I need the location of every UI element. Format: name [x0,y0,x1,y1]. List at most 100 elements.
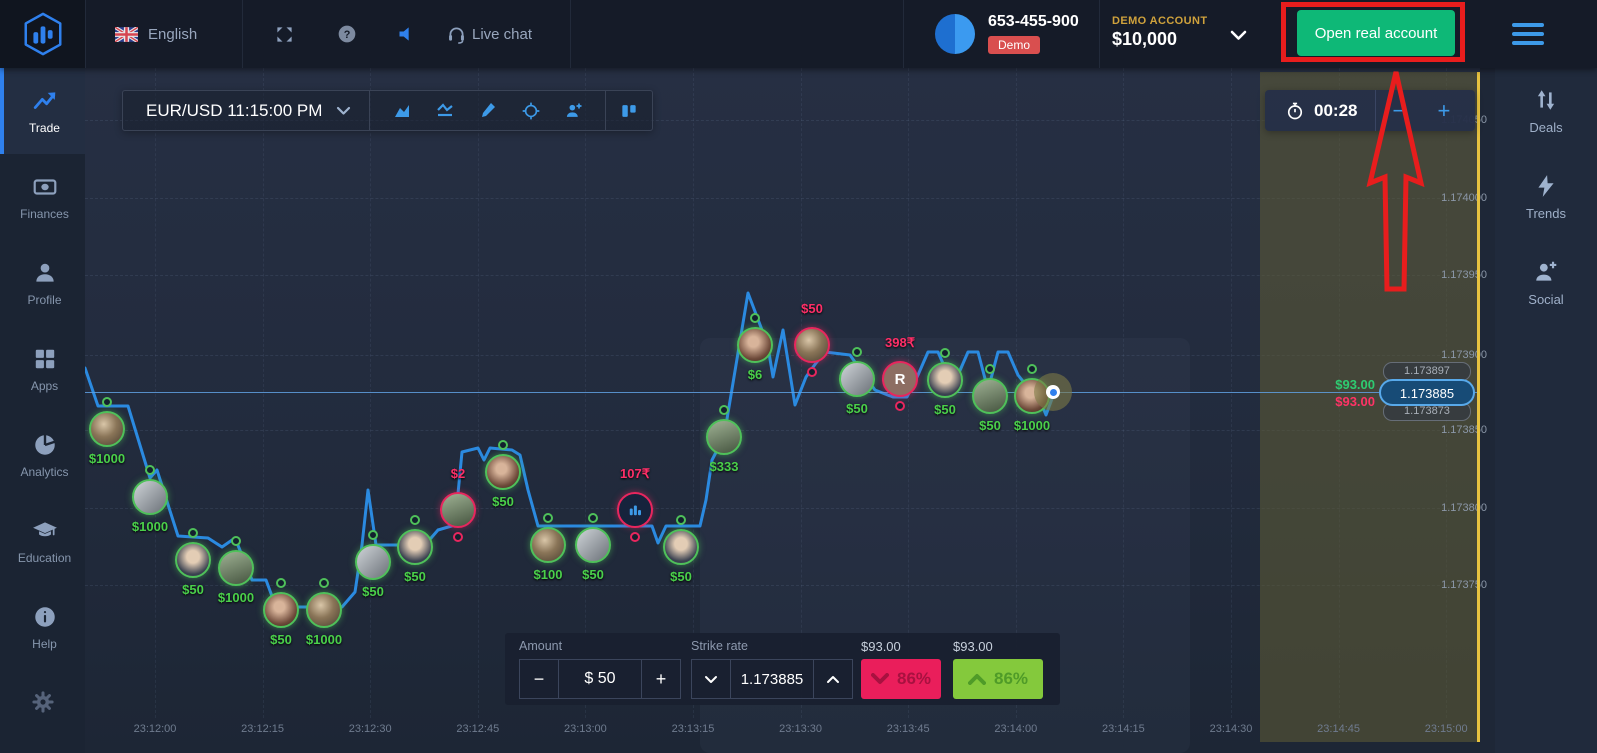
trade-pin-icon [750,313,760,323]
trader-marker[interactable]: $50 [972,364,1008,433]
sidebar-item-trade[interactable]: Trade [0,68,85,154]
price-axis-label: 1.173750 [1441,579,1487,591]
sidebar-item-social[interactable]: Social [1495,240,1597,326]
chart-type-icon[interactable] [380,91,423,130]
settings-button[interactable] [0,670,85,734]
trader-marker[interactable]: $1000 [89,397,125,466]
chart-tools [370,91,607,130]
right-sidebar: Deals Trends Social [1495,68,1597,753]
trade-amount-label: $50 [492,494,514,509]
trader-marker[interactable]: $50 [485,440,521,509]
top-bar: English ? Live chat 653-455-900 Demo DEM… [0,0,1597,68]
trader-marker[interactable]: R 398₹ [882,335,918,411]
trader-marker[interactable]: $50 [839,347,875,416]
strike-decrease-button[interactable] [691,659,731,699]
sidebar-item-finances[interactable]: Finances [0,154,85,240]
amount-value[interactable]: $ 50 [559,659,641,699]
trade-amount-label: $50 [270,632,292,647]
gridline [85,430,1495,431]
trade-pin-icon [231,536,241,546]
indicators-icon[interactable] [423,91,466,130]
menu-icon[interactable] [1512,23,1544,45]
brand-logo[interactable] [0,0,85,68]
asset-selector[interactable]: EUR/USD 11:15:00 PM [123,91,371,130]
trader-marker[interactable]: $50 [794,301,830,377]
open-real-account-button[interactable]: Open real account [1297,10,1455,56]
trade-amount-label: $2 [450,466,466,481]
profile-icon [32,260,58,286]
trader-marker[interactable]: $50 [575,513,611,582]
trends-icon [1533,173,1559,199]
timer-increase-button[interactable]: + [1437,97,1451,123]
trader-marker[interactable]: $1000 [306,578,342,647]
trader-marker[interactable]: $50 [397,515,433,584]
trader-marker[interactable]: $6 [737,313,773,382]
trade-pin-icon [1027,364,1037,374]
trader-avatar [839,361,875,397]
expiration-timer: 00:28 − + [1265,90,1475,131]
stopwatch-icon [1285,101,1305,121]
trader-marker[interactable]: $2 [440,466,476,542]
trader-marker[interactable]: $1000 [132,465,168,534]
trader-marker[interactable]: $333 [706,405,742,474]
social-icon [1533,259,1559,285]
trade-pin-icon [498,440,508,450]
language-selector[interactable]: English [115,0,197,68]
trade-pin-icon [145,465,155,475]
trader-marker[interactable]: $50 [355,530,391,599]
trade-amount-label: 398₹ [885,335,915,350]
amount-label: Amount [519,639,563,653]
fullscreen-icon[interactable] [275,0,294,68]
axis-strip [1480,68,1495,753]
price-axis-label: 1.173850 [1441,424,1487,436]
sidebar-item-profile[interactable]: Profile [0,240,85,326]
sidebar-item-analytics[interactable]: Analytics [0,412,85,498]
gear-icon [30,689,56,715]
demo-badge: Demo [988,36,1041,54]
trader-marker[interactable]: $100 [530,513,566,582]
price-axis-label: 1.173800 [1441,502,1487,514]
sidebar-item-deals[interactable]: Deals [1495,68,1597,154]
user-avatar[interactable] [935,14,975,54]
social-trading-icon[interactable] [552,91,595,130]
crosshair-icon[interactable] [509,91,552,130]
sidebar-item-trends[interactable]: Trends [1495,154,1597,240]
help-question-icon[interactable]: ? [337,0,357,68]
trader-avatar [132,479,168,515]
sidebar-item-help[interactable]: Help [0,584,85,670]
trade-pin-icon [319,578,329,588]
strike-rate-value[interactable]: 1.173885 [731,659,813,699]
timer-decrease-button[interactable]: − [1392,97,1406,123]
bet-down-button[interactable]: 86% [861,659,941,699]
account-balance: $10,000 [1112,29,1178,49]
trader-avatar [972,378,1008,414]
time-axis-label: 23:12:45 [456,723,500,735]
trader-marker[interactable]: $1000 [218,536,254,605]
trade-amount-label: $1000 [88,451,126,466]
trader-marker[interactable]: 107₹ [617,466,653,542]
sound-icon[interactable] [397,0,417,68]
amount-decrease-button[interactable]: − [519,659,559,699]
sidebar-item-label: Apps [30,378,59,393]
live-chat-button[interactable]: Live chat [472,25,533,43]
bet-up-button[interactable]: 86% [953,659,1043,699]
split-view-icon[interactable] [606,91,652,130]
price-axis-label: 1.173900 [1441,349,1487,361]
gridline [1231,68,1232,718]
trade-pin-icon [940,348,950,358]
trader-marker[interactable]: $50 [175,528,211,597]
headset-icon[interactable] [446,0,467,68]
drawing-pencil-icon[interactable] [466,91,509,130]
sidebar-item-education[interactable]: Education [0,498,85,584]
trader-marker[interactable]: $50 [927,348,963,417]
trader-avatar [617,492,653,528]
chevron-down-icon[interactable] [1230,28,1247,46]
trader-marker[interactable]: $50 [263,578,299,647]
trader-marker[interactable]: $50 [663,515,699,584]
trade-amount-label: $50 [801,301,823,316]
sidebar-item-apps[interactable]: Apps [0,326,85,412]
strike-rate-stepper: 1.173885 [691,659,853,699]
trade-pin-icon [985,364,995,374]
strike-increase-button[interactable] [813,659,853,699]
amount-increase-button[interactable]: + [641,659,681,699]
